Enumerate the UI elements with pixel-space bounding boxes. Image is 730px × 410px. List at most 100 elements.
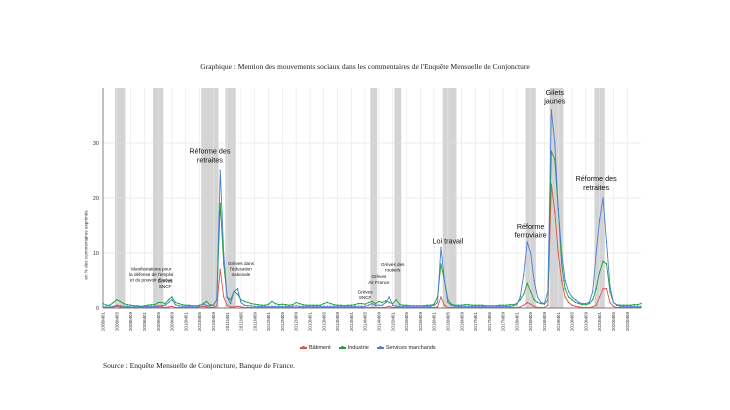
point-batiment-18 [164, 306, 166, 309]
point-industrie-43 [250, 302, 252, 305]
point-batiment-34 [219, 268, 221, 271]
point-batiment-36 [226, 304, 228, 306]
annotation-8-line-1: ferroviaire [515, 231, 547, 240]
point-industrie-35 [223, 263, 225, 265]
point-services-marchands-43 [250, 305, 252, 307]
x-tick-label-3: 2009M01 [142, 312, 147, 332]
point-batiment-151 [623, 306, 625, 309]
point-industrie-42 [247, 301, 249, 304]
point-batiment-90 [412, 306, 415, 309]
point-services-marchands-129 [547, 290, 549, 293]
annotation-0-line-0: Manifestations pour [131, 266, 172, 271]
point-services-marchands-118 [509, 305, 511, 308]
point-services-marchands-96 [433, 304, 435, 306]
point-services-marchands-37 [229, 302, 232, 305]
point-industrie-102 [454, 304, 456, 306]
point-services-marchands-123 [526, 241, 528, 243]
point-batiment-70 [343, 306, 346, 309]
point-industrie-49 [271, 300, 273, 303]
point-batiment-85 [395, 306, 397, 309]
point-services-marchands-47 [264, 305, 266, 308]
point-batiment-116 [502, 306, 504, 309]
point-industrie-138 [578, 302, 580, 305]
point-batiment-107 [471, 306, 473, 309]
point-services-marchands-150 [619, 305, 622, 308]
point-batiment-128 [543, 306, 546, 309]
point-industrie-121 [519, 299, 521, 301]
point-industrie-15 [154, 304, 156, 306]
point-batiment-112 [488, 306, 490, 309]
point-batiment-82 [385, 306, 387, 309]
point-services-marchands-122 [523, 274, 525, 276]
point-industrie-103 [457, 304, 459, 306]
x-tick-label-38: 2020M09 [625, 312, 630, 332]
point-batiment-52 [281, 306, 284, 309]
point-services-marchands-102 [454, 305, 456, 308]
point-industrie-41 [243, 300, 246, 303]
point-services-marchands-65 [326, 305, 328, 308]
x-tick-label-17: 2013M09 [335, 312, 340, 332]
point-batiment-81 [381, 306, 384, 309]
point-batiment-129 [547, 304, 549, 306]
point-batiment-48 [267, 306, 270, 309]
point-services-marchands-145 [602, 197, 604, 199]
point-industrie-48 [267, 303, 270, 305]
point-batiment-55 [291, 306, 294, 309]
point-batiment-60 [309, 306, 311, 309]
point-batiment-58 [302, 306, 304, 309]
annotation-5-line-0: Grèves [371, 274, 387, 279]
point-batiment-74 [357, 306, 359, 309]
point-industrie-146 [605, 263, 608, 265]
point-services-marchands-84 [391, 304, 394, 306]
point-services-marchands-32 [212, 304, 215, 306]
point-batiment-73 [354, 306, 356, 309]
point-services-marchands-44 [254, 305, 256, 308]
point-services-marchands-58 [302, 305, 304, 308]
point-industrie-110 [481, 304, 484, 306]
point-batiment-64 [323, 306, 325, 309]
point-industrie-39 [236, 293, 239, 295]
point-services-marchands-128 [543, 302, 546, 305]
point-industrie-18 [164, 302, 166, 305]
point-batiment-80 [378, 306, 380, 309]
point-batiment-26 [191, 306, 194, 309]
point-batiment-78 [371, 306, 373, 309]
point-batiment-147 [609, 301, 611, 304]
point-industrie-133 [560, 263, 563, 265]
point-services-marchands-98 [440, 246, 442, 249]
point-industrie-45 [257, 304, 259, 306]
point-batiment-23 [181, 306, 184, 309]
x-tick-label-25: 2016M05 [445, 312, 450, 332]
point-batiment-95 [429, 306, 432, 309]
point-services-marchands-105 [464, 305, 466, 308]
point-batiment-22 [178, 306, 180, 309]
point-services-marchands-18 [164, 304, 166, 306]
point-batiment-56 [295, 306, 297, 309]
point-industrie-54 [288, 304, 290, 306]
point-services-marchands-142 [592, 290, 594, 293]
point-industrie-126 [536, 301, 539, 304]
point-batiment-96 [433, 306, 435, 309]
point-batiment-27 [195, 306, 197, 309]
point-services-marchands-39 [236, 288, 239, 290]
point-batiment-4 [116, 305, 118, 308]
point-services-marchands-15 [154, 305, 156, 308]
point-batiment-122 [523, 304, 525, 306]
point-services-marchands-134 [564, 279, 566, 282]
point-batiment-97 [436, 306, 439, 308]
point-industrie-78 [371, 300, 373, 303]
point-services-marchands-48 [267, 305, 270, 308]
point-industrie-144 [598, 271, 601, 273]
point-industrie-46 [260, 304, 263, 306]
x-tick-label-34: 2019M05 [570, 312, 575, 332]
point-services-marchands-101 [450, 304, 453, 306]
point-industrie-13 [147, 304, 149, 306]
x-tick-label-11: 2011M09 [252, 312, 257, 331]
point-industrie-17 [160, 301, 163, 304]
point-industrie-106 [467, 304, 470, 306]
point-industrie-72 [350, 304, 353, 306]
y-axis-label: en % des commentaires exprimés [83, 210, 89, 280]
point-batiment-145 [602, 288, 604, 290]
point-batiment-21 [174, 306, 177, 309]
point-services-marchands-21 [174, 304, 177, 306]
